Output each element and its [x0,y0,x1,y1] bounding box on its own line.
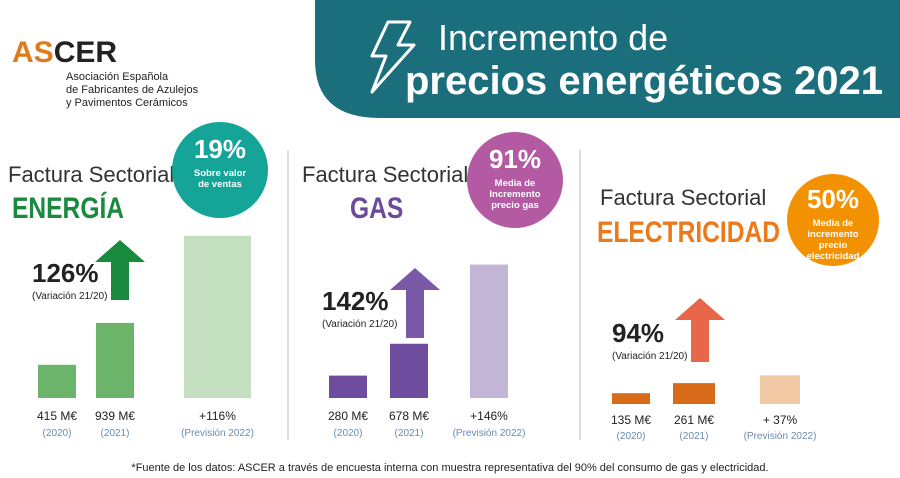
bar [612,393,650,404]
panel-title: Factura Sectorial [8,162,174,187]
panel-subtitle: ENERGÍA [12,191,124,225]
logo-part: CER [54,36,118,69]
forecast-category: (Previsión 2022) [181,428,254,439]
bar [329,375,367,398]
forecast-category: (Previsión 2022) [744,431,817,442]
lightning-icon [370,20,416,94]
badge-value: 50% [807,184,859,214]
badge-value: 91% [489,144,541,174]
badge [467,132,563,228]
category-label: (2021) [395,428,424,439]
bar [96,322,134,398]
value-label: 135 M€ [611,413,651,427]
forecast-category: (Previsión 2022) [453,428,526,439]
logo-part: AS [12,36,54,69]
category-label: (2021) [101,428,130,439]
arrow [95,240,145,300]
change-note: (Variación 21/20) [322,319,397,330]
category-label: (2020) [617,431,646,442]
forecast-bar [184,235,251,398]
bar [673,383,715,404]
logo: ASCER [12,36,117,69]
panel-subtitle: ELECTRICIDAD [597,215,780,249]
category-label: (2020) [43,428,72,439]
change-note: (Variación 21/20) [32,291,107,302]
title-banner [315,0,900,118]
panel-subtitle: GAS [350,191,403,225]
bar [390,343,428,398]
badge-text: Media de [495,178,536,189]
badge-text: Media de [813,218,854,229]
title-line: Incremento de [438,17,668,58]
badge-text: Incremento [489,189,540,200]
change-value: 94% [612,318,664,348]
org-line: y Pavimentos Cerámicos [66,97,188,109]
footnote: *Fuente de los datos: ASCER a través de … [131,462,768,474]
value-label: 261 M€ [674,413,714,427]
badge-value: 19% [194,134,246,164]
org-line: de Fabricantes de Azulejos [66,84,199,96]
org-line: Asociación Española [66,71,169,83]
badge-text: electricidad [807,251,860,262]
value-label: 939 M€ [95,409,135,423]
badge [172,122,268,218]
badge-text: Sobre valor [194,168,247,179]
change-value: 126% [32,258,99,288]
title-line: precios energéticos 2021 [405,59,883,103]
arrow [390,268,440,338]
value-label: 280 M€ [328,409,368,423]
forecast-label: +116% [199,409,236,423]
badge-text: precio [819,240,848,251]
value-label: 415 M€ [37,409,77,423]
category-label: (2020) [334,428,363,439]
forecast-label: + 37% [763,413,798,427]
panel-title: Factura Sectorial [302,162,468,187]
badge-text: incremento [807,229,858,240]
change-note: (Variación 21/20) [612,351,687,362]
category-label: (2021) [680,431,709,442]
arrow [675,298,725,362]
forecast-label: +146% [470,409,508,423]
forecast-bar [470,264,508,398]
badge [787,174,879,266]
badge-text: de ventas [198,179,242,190]
bar [38,364,76,398]
forecast-bar [760,375,800,404]
panel-title: Factura Sectorial [600,185,766,210]
change-value: 142% [322,286,389,316]
badge-text: precio gas [491,200,539,211]
value-label: 678 M€ [389,409,429,423]
